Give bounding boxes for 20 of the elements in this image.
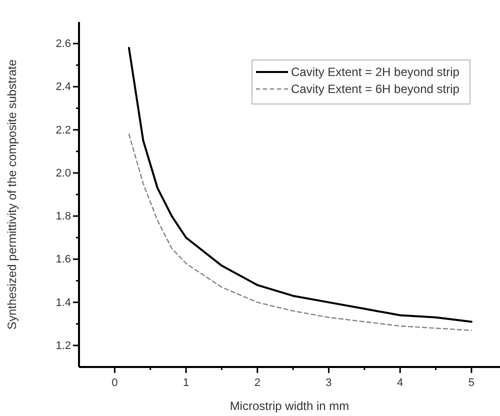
x-tick-label: 4 xyxy=(397,377,404,389)
x-tick-label: 0 xyxy=(112,377,118,389)
x-axis-title: Microstrip width in mm xyxy=(230,399,350,413)
y-tick-label: 1.8 xyxy=(56,210,71,223)
y-tick-label: 2.0 xyxy=(56,167,71,180)
y-axis-title: Synthesized permittivity of the composite substrate xyxy=(5,59,19,330)
x-tick-label: 2 xyxy=(254,377,260,389)
y-tick-label: 1.2 xyxy=(56,340,71,352)
legend-label: Cavity Extent = 2H beyond strip xyxy=(291,65,460,79)
y-tick-label: 1.6 xyxy=(56,254,71,266)
y-tick-label: 2.6 xyxy=(56,38,71,50)
y-tick-label: 2.4 xyxy=(56,81,71,94)
line-series xyxy=(128,46,472,323)
x-tick-label: 1 xyxy=(182,377,190,389)
y-tick-label: 1.4 xyxy=(56,296,71,309)
y-tick-label: 2.2 xyxy=(56,124,71,136)
x-tick-label: 3 xyxy=(326,377,332,389)
legend-label: Cavity Extent = 6H beyond strip xyxy=(291,82,460,96)
x-tick-label: 5 xyxy=(468,377,475,389)
line-series xyxy=(128,134,472,331)
